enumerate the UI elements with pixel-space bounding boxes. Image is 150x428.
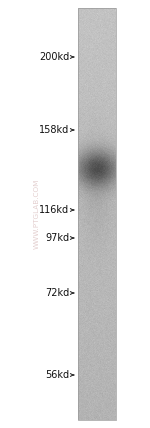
Text: 56kd: 56kd — [45, 370, 69, 380]
Text: WWW.PTGLAB.COM: WWW.PTGLAB.COM — [34, 179, 40, 249]
Text: 97kd: 97kd — [45, 233, 69, 243]
Text: 72kd: 72kd — [45, 288, 69, 298]
Text: 158kd: 158kd — [39, 125, 69, 135]
Text: 116kd: 116kd — [39, 205, 69, 215]
Text: 200kd: 200kd — [39, 52, 69, 62]
Bar — [78, 8, 116, 420]
